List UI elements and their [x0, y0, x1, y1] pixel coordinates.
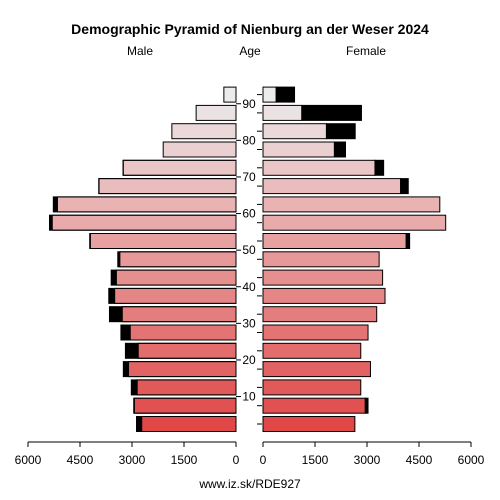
male-bar-outline-70-74 — [122, 159, 237, 176]
age-label: Age — [239, 44, 261, 58]
male-bar-60-64 — [56, 196, 237, 213]
male-bar-outline-0-4 — [136, 416, 237, 432]
female-bar-50-54 — [262, 233, 407, 249]
male-bar-outline-15-19 — [122, 361, 237, 378]
female-excess-bar-50-54 — [405, 233, 411, 249]
male-bar-30-34 — [121, 306, 237, 323]
age-tick-label-70: 70 — [242, 170, 256, 184]
female-excess-bar-65-69 — [400, 178, 409, 195]
female-excess-bar-90+ — [275, 86, 296, 103]
age-tick-label-10: 10 — [242, 390, 256, 404]
age-tick-label-40: 40 — [242, 280, 256, 294]
female-bar-70-74 — [262, 159, 376, 176]
age-tick-label-20: 20 — [242, 353, 256, 367]
female-x-tick-label-4500: 4500 — [406, 453, 433, 467]
footer-source: www.iz.sk/RDE927 — [198, 477, 301, 491]
male-bar-outline-60-64 — [52, 196, 237, 213]
male-excess-bar-40-44 — [111, 270, 117, 286]
chart-title: Demographic Pyramid of Nienburg an der W… — [71, 21, 429, 37]
male-bar-25-29 — [129, 324, 237, 341]
male-x-tick-label-4500: 4500 — [67, 453, 94, 467]
male-x-tick-label-1500: 1500 — [171, 453, 198, 467]
male-bar-outline-5-9 — [133, 397, 237, 414]
female-excess-bar-70-74 — [374, 159, 385, 176]
male-bar-55-59 — [51, 214, 237, 231]
female-bar-25-29 — [262, 324, 369, 341]
male-bar-15-19 — [128, 361, 237, 378]
female-bar-0-4 — [262, 416, 356, 432]
age-tick-label-30: 30 — [242, 316, 256, 330]
female-excess-bar-5-9 — [364, 397, 369, 414]
male-bar-50-54 — [89, 233, 237, 249]
male-excess-bar-10-14 — [131, 379, 138, 395]
male-bar-90+ — [223, 86, 237, 103]
age-tick-label-90: 90 — [242, 97, 256, 111]
female-x-tick-label-0: 0 — [260, 453, 267, 467]
male-x-tick-label-6000: 6000 — [15, 453, 42, 467]
male-bar-75-79 — [162, 141, 237, 158]
male-bar-45-49 — [119, 251, 237, 268]
female-bar-5-9 — [262, 397, 366, 414]
female-bar-10-14 — [262, 379, 362, 396]
male-x-tick-label-3000: 3000 — [119, 453, 146, 467]
male-excess-bar-20-24 — [125, 343, 139, 359]
male-excess-bar-60-64 — [53, 196, 58, 212]
male-bar-35-39 — [114, 287, 237, 304]
male-excess-bar-15-19 — [123, 361, 129, 377]
female-bar-90+ — [262, 86, 277, 103]
female-bar-45-49 — [262, 251, 380, 268]
male-bar-outline-40-44 — [110, 269, 237, 286]
female-bar-20-24 — [262, 342, 362, 359]
male-bar-5-9 — [133, 397, 237, 414]
age-tick-label-60: 60 — [242, 207, 256, 221]
age-tick-label-80: 80 — [242, 133, 256, 147]
age-tick-label-50: 50 — [242, 243, 256, 257]
male-excess-bar-25-29 — [120, 325, 131, 340]
bars-layer — [48, 86, 447, 432]
male-bar-70-74 — [122, 159, 237, 176]
male-bar-10-14 — [136, 379, 237, 396]
female-bar-30-34 — [262, 306, 378, 323]
female-bar-15-19 — [262, 361, 371, 378]
male-bar-outline-25-29 — [120, 324, 237, 341]
female-excess-bar-75-79 — [333, 141, 347, 158]
male-excess-bar-55-59 — [49, 215, 53, 231]
female-bar-55-59 — [262, 214, 447, 231]
male-bar-outline-30-34 — [108, 306, 237, 323]
female-bar-80-84 — [262, 123, 327, 140]
female-excess-bar-80-84 — [325, 123, 356, 140]
female-bar-60-64 — [262, 196, 441, 213]
male-bar-outline-65-69 — [98, 178, 237, 195]
male-bar-85-89 — [195, 104, 237, 121]
male-label: Male — [127, 44, 153, 58]
female-bar-40-44 — [262, 269, 384, 286]
male-bar-80-84 — [171, 123, 237, 140]
female-x-tick-label-3000: 3000 — [354, 453, 381, 467]
male-bar-0-4 — [141, 416, 237, 432]
axes-layer: 6000 4500 3000 1500 0 0 1500 3000 4500 6000 10 20 30… — [15, 94, 485, 467]
female-bar-85-89 — [262, 104, 303, 121]
male-excess-bar-35-39 — [108, 288, 115, 304]
male-bar-outline-20-24 — [124, 342, 237, 359]
male-bar-outline-55-59 — [48, 214, 237, 231]
male-bar-outline-45-49 — [117, 251, 237, 268]
female-bar-75-79 — [262, 141, 335, 158]
female-x-tick-label-6000: 6000 — [458, 453, 485, 467]
male-bar-65-69 — [98, 178, 237, 195]
female-bar-35-39 — [262, 287, 386, 304]
female-x-tick-label-1500: 1500 — [302, 453, 329, 467]
female-label: Female — [346, 44, 386, 58]
male-bar-40-44 — [115, 269, 237, 286]
female-bar-65-69 — [262, 178, 402, 195]
female-excess-bar-85-89 — [301, 104, 362, 121]
male-bar-outline-50-54 — [89, 233, 237, 249]
male-bar-outline-10-14 — [130, 379, 237, 396]
male-excess-bar-45-49 — [117, 251, 120, 267]
male-excess-bar-30-34 — [109, 306, 123, 322]
male-x-tick-label-0: 0 — [233, 453, 240, 467]
male-excess-bar-0-4 — [136, 416, 142, 432]
male-bar-20-24 — [137, 342, 237, 359]
male-bar-outline-35-39 — [108, 287, 237, 304]
